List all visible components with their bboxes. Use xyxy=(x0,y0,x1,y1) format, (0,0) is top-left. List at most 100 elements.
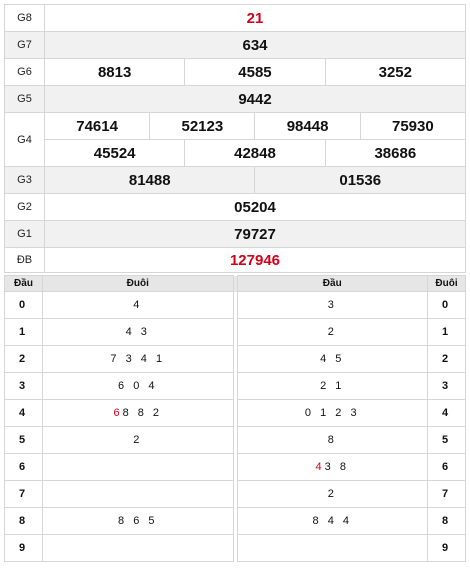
duoi-digit: 0 xyxy=(427,291,466,319)
dau-values-text: 2 xyxy=(327,326,337,338)
prize-label: G2 xyxy=(4,193,45,221)
prize-number: 42848 xyxy=(184,139,326,167)
duoi-values-text: 8 8 2 xyxy=(122,407,163,419)
dau-values: 8 xyxy=(236,426,428,454)
column-gap xyxy=(232,291,238,319)
duoi-values: 68 8 2 xyxy=(42,399,234,427)
duoi-values-text: 4 xyxy=(133,299,143,311)
prize-number: 634 xyxy=(44,31,466,59)
dau-digit-text: 2 xyxy=(18,353,29,365)
prize-row-g1: G1 79727 xyxy=(4,220,466,248)
duoi-digit-text: 2 xyxy=(441,353,452,365)
prize-number: 8813 xyxy=(43,58,186,86)
dau-digit-text: 8 xyxy=(18,515,29,527)
prize-label: G5 xyxy=(4,85,45,113)
dau-values-text: 8 xyxy=(327,434,337,446)
column-gap xyxy=(232,345,238,373)
prize-label: G1 xyxy=(4,220,45,248)
duoi-digit-text: 0 xyxy=(441,299,452,311)
prize-number: 05204 xyxy=(44,193,466,221)
dau-digit-text: 7 xyxy=(18,488,29,500)
dau-values-text: 3 8 xyxy=(324,461,349,473)
prize-row-g8: G8 21 xyxy=(4,4,466,32)
dau-values: 4 5 xyxy=(236,345,428,373)
dau-digit-text: 0 xyxy=(18,299,29,311)
prize-number: 3252 xyxy=(324,58,467,86)
column-gap xyxy=(232,480,238,508)
dau-values-text: 4 5 xyxy=(320,353,345,365)
duoi-digit: 1 xyxy=(427,318,466,346)
dau-digit: 7 xyxy=(4,480,43,508)
dau-values: 2 xyxy=(236,318,428,346)
column-gap xyxy=(232,372,238,400)
dau-digit: 4 xyxy=(4,399,43,427)
prize-row-g3: G3 81488 01536 xyxy=(4,166,466,194)
loto-row: 6 43 8 6 xyxy=(4,453,466,481)
duoi-digit: 8 xyxy=(427,507,466,535)
dau-digit-text: 4 xyxy=(18,407,29,419)
highlighted-digit: 4 xyxy=(315,461,325,473)
duoi-digit-text: 9 xyxy=(441,542,452,554)
dau-digit: 1 xyxy=(4,318,43,346)
header-duoi-left: Đuôi xyxy=(42,275,234,292)
duoi-values: 6 0 4 xyxy=(42,372,234,400)
special-prize-number: 127946 xyxy=(44,247,466,273)
prize-number: 38686 xyxy=(324,139,467,167)
prize-number: 98448 xyxy=(254,112,361,140)
duoi-digit: 4 xyxy=(427,399,466,427)
dau-digit: 0 xyxy=(4,291,43,319)
dau-values-text: 8 4 4 xyxy=(312,515,352,527)
loto-row: 7 2 7 xyxy=(4,480,466,508)
loto-row: 1 4 3 2 1 xyxy=(4,318,466,346)
duoi-values: 8 6 5 xyxy=(42,507,234,535)
prize-number: 75930 xyxy=(359,112,467,140)
loto-row: 0 4 3 0 xyxy=(4,291,466,319)
prize-number: 79727 xyxy=(44,220,466,248)
duoi-values: 4 xyxy=(42,291,234,319)
prize-row-g2: G2 05204 xyxy=(4,193,466,221)
dau-values-text: 2 1 xyxy=(320,380,345,392)
dau-digit-text: 3 xyxy=(18,380,29,392)
prize-number: 21 xyxy=(44,4,466,32)
loto-row: 5 2 8 5 xyxy=(4,426,466,454)
column-gap xyxy=(232,453,238,481)
dau-values: 0 1 2 3 xyxy=(236,399,428,427)
column-gap xyxy=(232,275,238,292)
loto-row: 3 6 0 4 2 1 3 xyxy=(4,372,466,400)
prize-row-db: ĐB 127946 xyxy=(4,247,466,273)
prize-number: 9442 xyxy=(44,85,466,113)
prize-row-g6: G6 8813 4585 3252 xyxy=(4,58,467,86)
duoi-values: 4 3 xyxy=(42,318,234,346)
dau-digit: 8 xyxy=(4,507,43,535)
dau-values-text: 0 1 2 3 xyxy=(304,407,360,419)
dau-digit-text: 5 xyxy=(18,434,29,446)
column-gap xyxy=(232,507,238,535)
prize-number: 74614 xyxy=(43,112,151,140)
dau-values: 8 4 4 xyxy=(236,507,428,535)
prize-number: 81488 xyxy=(43,166,256,194)
prize-table: G8 21 G7 634 G6 8813 4585 3252 G5 9442 G… xyxy=(4,4,467,273)
dau-values xyxy=(236,534,428,562)
duoi-digit: 2 xyxy=(427,345,466,373)
duoi-digit: 9 xyxy=(427,534,466,562)
dau-digit-text: 9 xyxy=(18,542,29,554)
duoi-values xyxy=(42,534,234,562)
duoi-values-text: 6 0 4 xyxy=(118,380,158,392)
header-dau-left: Đầu xyxy=(4,275,43,292)
prize-row-g5: G5 9442 xyxy=(4,85,466,113)
prize-number: 01536 xyxy=(254,166,466,194)
dau-digit: 5 xyxy=(4,426,43,454)
prize-label: G6 xyxy=(4,58,45,86)
duoi-values xyxy=(42,480,234,508)
duoi-values-text: 2 xyxy=(133,434,143,446)
prize-number: 52123 xyxy=(149,112,256,140)
duoi-digit: 7 xyxy=(427,480,466,508)
dau-values: 2 1 xyxy=(236,372,428,400)
prize-label: G4 xyxy=(4,112,45,167)
duoi-values-text: 4 3 xyxy=(125,326,150,338)
column-gap xyxy=(232,534,238,562)
loto-row: 8 8 6 5 8 4 4 8 xyxy=(4,507,466,535)
